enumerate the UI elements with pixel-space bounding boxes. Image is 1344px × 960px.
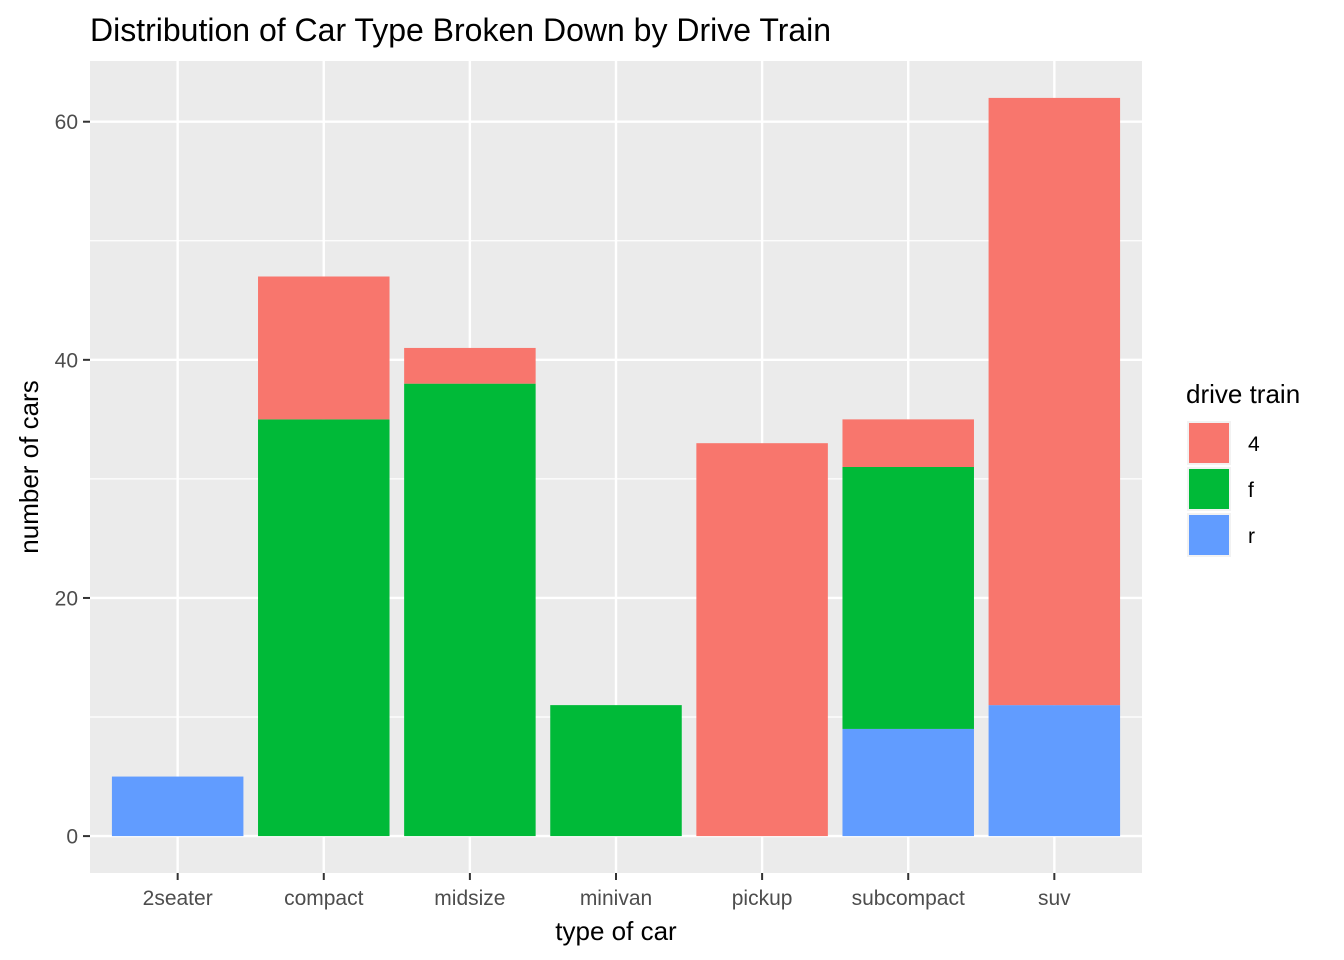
chart-title: Distribution of Car Type Broken Down by … bbox=[90, 12, 831, 48]
legend-title: drive train bbox=[1186, 379, 1300, 409]
y-axis-title: number of cars bbox=[14, 380, 44, 553]
bars bbox=[111, 97, 1121, 837]
bar-segment bbox=[988, 97, 1121, 706]
y-tick-label: 40 bbox=[55, 349, 78, 372]
y-tick-label: 0 bbox=[66, 826, 78, 849]
x-tick-label: subcompact bbox=[852, 887, 965, 910]
bar-segment bbox=[842, 467, 974, 729]
y-axis: 0 20 40 60 bbox=[55, 111, 90, 849]
bar-segment bbox=[842, 728, 974, 837]
legend-key-swatch bbox=[1189, 423, 1229, 463]
legend: drive train 4 fr bbox=[1186, 379, 1300, 557]
legend-label: 4 bbox=[1248, 433, 1260, 456]
x-axis-title: type of car bbox=[555, 916, 677, 946]
legend-label: f bbox=[1248, 479, 1254, 502]
bar-segment bbox=[404, 347, 536, 384]
bar-segment bbox=[111, 776, 244, 837]
x-tick-label: pickup bbox=[732, 887, 793, 910]
legend-key-swatch bbox=[1189, 469, 1229, 509]
x-tick-label: 2seater bbox=[143, 887, 213, 910]
x-tick-label: minivan bbox=[580, 887, 652, 910]
y-tick-label: 20 bbox=[55, 587, 78, 610]
x-tick-label: suv bbox=[1038, 887, 1071, 910]
bar-segment bbox=[258, 419, 390, 837]
bar-segment bbox=[696, 443, 828, 837]
x-axis: 2seater compact midsize minivan pickup subcom… bbox=[143, 873, 1071, 910]
bar-segment bbox=[842, 419, 974, 467]
bar-segment bbox=[404, 383, 536, 837]
x-tick-label: midsize bbox=[434, 887, 505, 910]
y-tick-label: 60 bbox=[55, 111, 78, 134]
bar-segment bbox=[988, 705, 1121, 837]
bar-segment bbox=[258, 276, 390, 420]
legend-key-swatch bbox=[1189, 515, 1229, 555]
legend-label: r bbox=[1248, 525, 1255, 548]
x-tick-label: compact bbox=[284, 887, 364, 910]
bar-segment bbox=[550, 705, 682, 837]
